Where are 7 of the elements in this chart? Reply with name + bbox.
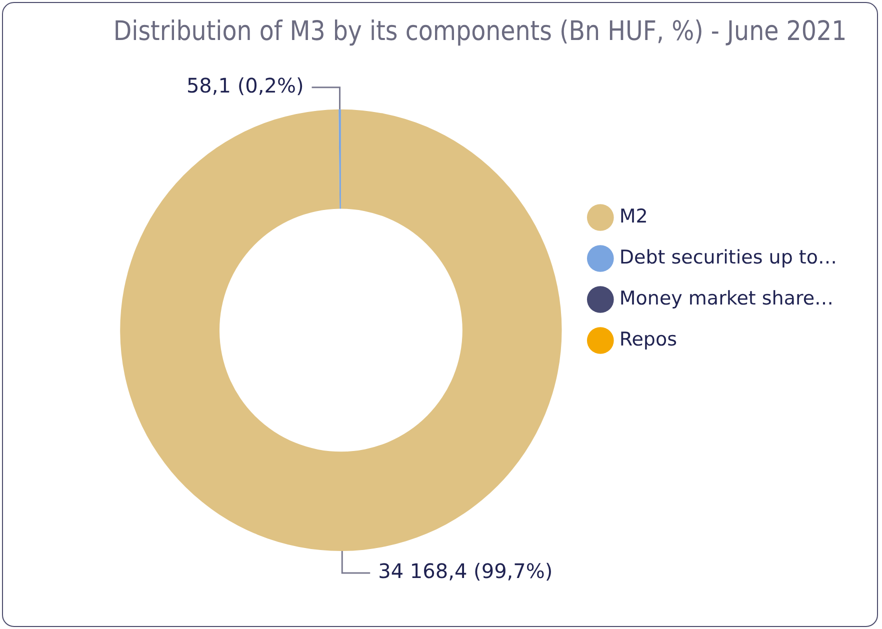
legend-label: Repos [619,328,678,350]
data-label: 34 168,4 (99,7%) [378,559,553,584]
data-label: 58,1 (0,2%) [186,74,304,98]
legend-label: M2 [619,205,648,228]
chart-title: Distribution of M3 by its components (Bn HUF, %) - June 2021 [113,14,847,47]
legend-label: Debt securities up to… [619,246,837,268]
legend-label: Money market share… [619,287,834,310]
